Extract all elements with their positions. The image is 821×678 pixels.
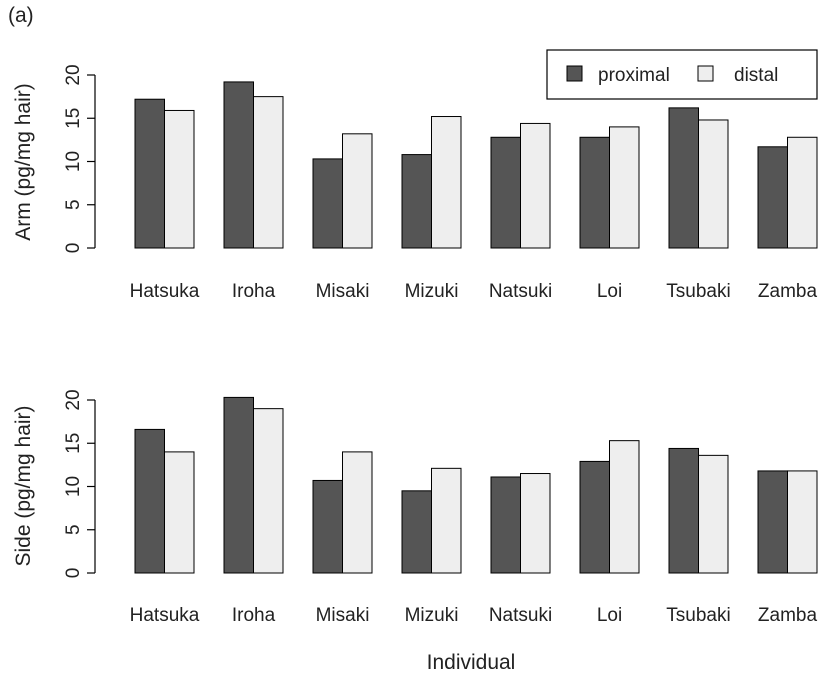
arm-bar-tsubaki-proximal [668,107,699,249]
arm-y-axis-title: Arm (pg/mg hair) [12,83,35,241]
arm-category-label: Tsubaki [666,281,730,302]
side-category-label: Zamba [758,605,818,626]
side-bar-misaki-distal [342,451,373,574]
arm-bar-tsubaki-distal [698,119,729,249]
side-y-tick-label: 15 [63,433,84,454]
arm-bar-iroha-proximal [223,81,254,249]
side-category-label: Misaki [316,605,370,626]
arm-bar-mizuki-proximal [401,154,432,249]
side-category-label: Mizuki [405,605,459,626]
legend-label-distal: distal [734,65,778,86]
legend-swatch-distal [697,65,714,82]
arm-bar-loi-proximal [579,136,610,249]
arm-category-label: Mizuki [405,281,459,302]
arm-y-tick-label: 20 [63,64,84,85]
arm-category-label: Misaki [316,281,370,302]
side-category-label: Natsuki [489,605,552,626]
side-bar-natsuki-distal [520,473,551,574]
side-bar-iroha-proximal [223,396,254,574]
side-y-tick-label: 10 [63,476,84,497]
arm-chart: Arm (pg/mg hair) 0 5 10 15 20 Hatsuka Iroha Mis… [12,64,818,302]
x-axis-title: Individual [427,651,516,674]
arm-category-label: Iroha [232,281,276,302]
arm-category-label: Hatsuka [130,281,200,302]
arm-bar-hatsuka-proximal [134,98,165,249]
arm-bar-zamba-distal [787,136,818,249]
side-bar-tsubaki-proximal [668,447,699,574]
side-y-axis-title: Side (pg/mg hair) [12,405,35,566]
arm-y-tick-label: 5 [63,199,84,210]
side-bar-loi-distal [609,440,640,574]
side-y-tick-label: 20 [63,389,84,410]
side-category-label: Loi [597,605,622,626]
arm-y-tick-label: 0 [63,243,84,254]
panel-label: (a) [8,4,34,27]
side-y-tick-label: 0 [63,568,84,579]
arm-bar-loi-distal [609,126,640,249]
side-y-tick-label: 5 [63,524,84,535]
side-bar-zamba-proximal [757,470,788,574]
arm-bar-zamba-proximal [757,146,788,249]
arm-y-tick-label: 15 [63,108,84,129]
legend-label-proximal: proximal [598,65,670,86]
arm-bar-misaki-distal [342,133,373,249]
side-bar-zamba-distal [787,470,818,574]
arm-category-label: Natsuki [489,281,552,302]
side-bar-iroha-distal [253,408,284,574]
arm-bar-mizuki-distal [431,116,462,249]
side-bar-tsubaki-distal [698,454,729,574]
side-bar-hatsuka-proximal [134,428,165,574]
side-bar-misaki-proximal [312,479,343,574]
side-category-label: Hatsuka [130,605,200,626]
arm-bar-iroha-distal [253,96,284,249]
legend: proximal distal [546,49,818,100]
side-bar-loi-proximal [579,460,610,574]
legend-box [546,49,818,100]
side-category-label: Iroha [232,605,276,626]
arm-bar-misaki-proximal [312,158,343,249]
arm-category-label: Zamba [758,281,818,302]
arm-bar-hatsuka-distal [164,109,195,249]
arm-bar-natsuki-distal [520,122,551,249]
legend-swatch-proximal [566,65,583,82]
arm-y-tick-label: 10 [63,151,84,172]
side-bar-mizuki-proximal [401,490,432,574]
side-bar-hatsuka-distal [164,451,195,574]
side-bar-mizuki-distal [431,467,462,574]
arm-category-label: Loi [597,281,622,302]
side-category-label: Tsubaki [666,605,730,626]
side-bar-natsuki-proximal [490,476,521,574]
side-chart: Side (pg/mg hair) 0 5 10 15 20 Hatsuka Iroha Mi… [12,389,818,626]
arm-bar-natsuki-proximal [490,136,521,249]
